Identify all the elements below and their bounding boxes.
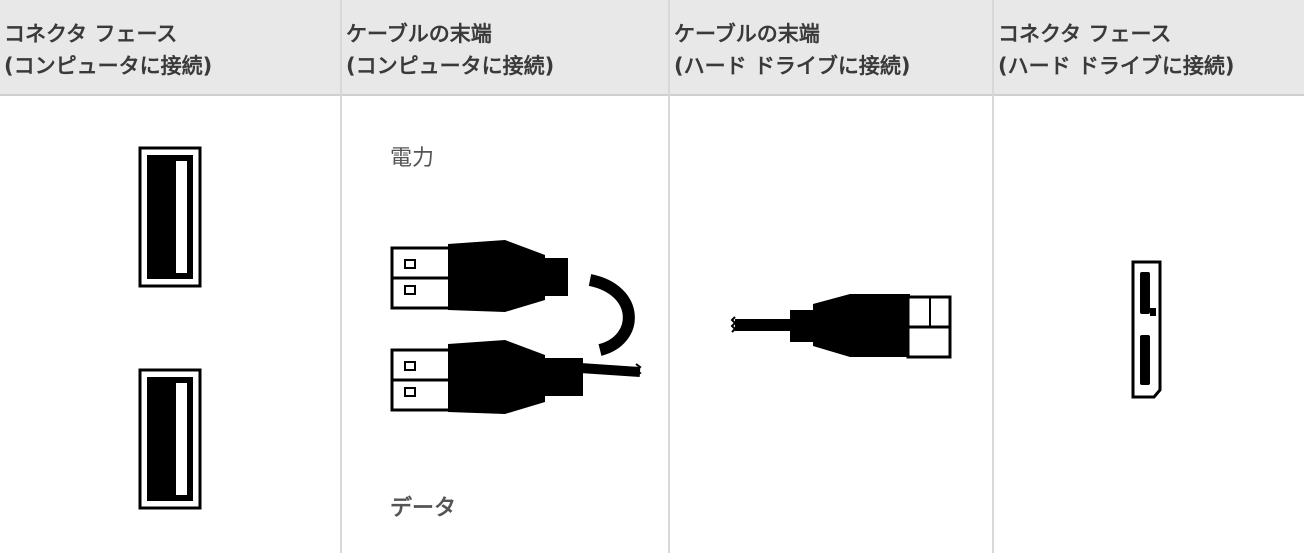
header-text: コネクタ フェース xyxy=(4,22,178,46)
header-text: (ハード ドライブに接続) xyxy=(998,54,1235,78)
header-cell: コネクタ フェース (コンピュータに接続) xyxy=(0,0,340,96)
micro-b-port xyxy=(1131,260,1162,399)
column-divider xyxy=(340,0,342,553)
header-cell: ケーブルの末端 (ハード ドライブに接続) xyxy=(670,0,992,96)
data-label: データ xyxy=(390,496,457,521)
micro-b-cable xyxy=(730,294,952,359)
usb-a-port xyxy=(138,368,202,510)
header-cell: コネクタ フェース (ハード ドライブに接続) xyxy=(994,0,1304,96)
header-text: (コンピュータに接続) xyxy=(346,54,555,78)
power-label: 電力 xyxy=(390,146,435,171)
header-text: (ハード ドライブに接続) xyxy=(674,54,911,78)
column-divider xyxy=(992,0,994,553)
header-cell: ケーブルの末端 (コンピュータに接続) xyxy=(342,0,668,96)
column-divider xyxy=(668,0,670,553)
header-text: コネクタ フェース xyxy=(998,22,1172,46)
usb-a-port xyxy=(138,146,202,288)
header-text: ケーブルの末端 xyxy=(346,22,492,46)
header-text: ケーブルの末端 xyxy=(674,22,820,46)
usb-y-cable xyxy=(390,240,642,414)
header-text: (コンピュータに接続) xyxy=(4,54,213,78)
